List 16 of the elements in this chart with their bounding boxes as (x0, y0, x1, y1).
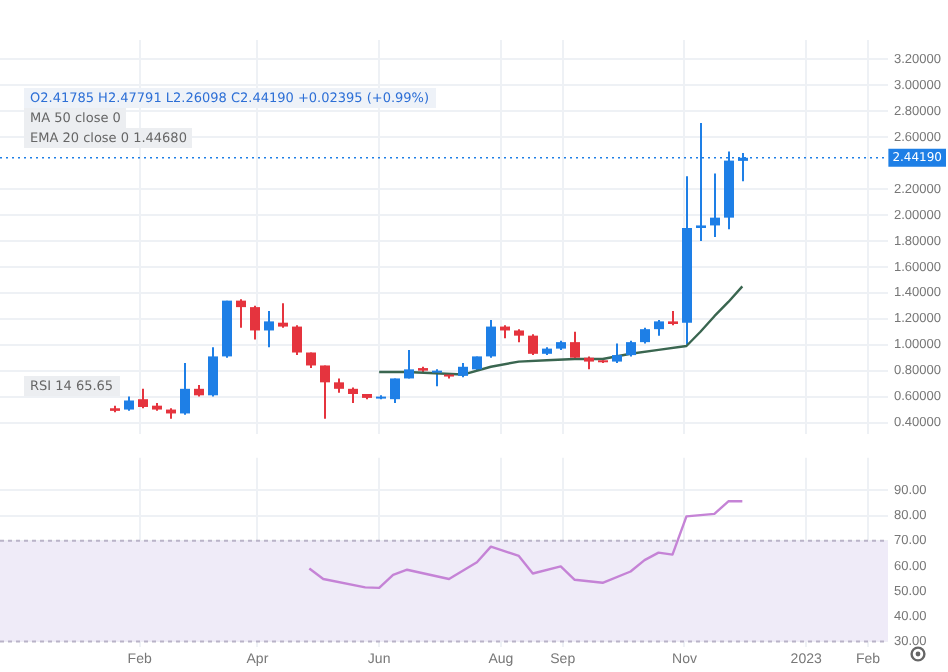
candlestick (570, 330, 580, 360)
candlestick (390, 377, 400, 405)
candlestick (710, 172, 720, 239)
candlestick (612, 342, 622, 364)
candlestick (250, 304, 260, 341)
candlestick (292, 324, 302, 357)
candlestick (264, 310, 274, 349)
candlestick (208, 346, 218, 398)
candlestick (528, 333, 538, 357)
candlestick (138, 387, 148, 410)
candlestick (180, 361, 190, 416)
candlestick (404, 348, 414, 380)
candlestick (236, 298, 246, 329)
candlestick (320, 364, 330, 420)
candlestick (278, 302, 288, 329)
candlestick (486, 319, 496, 359)
